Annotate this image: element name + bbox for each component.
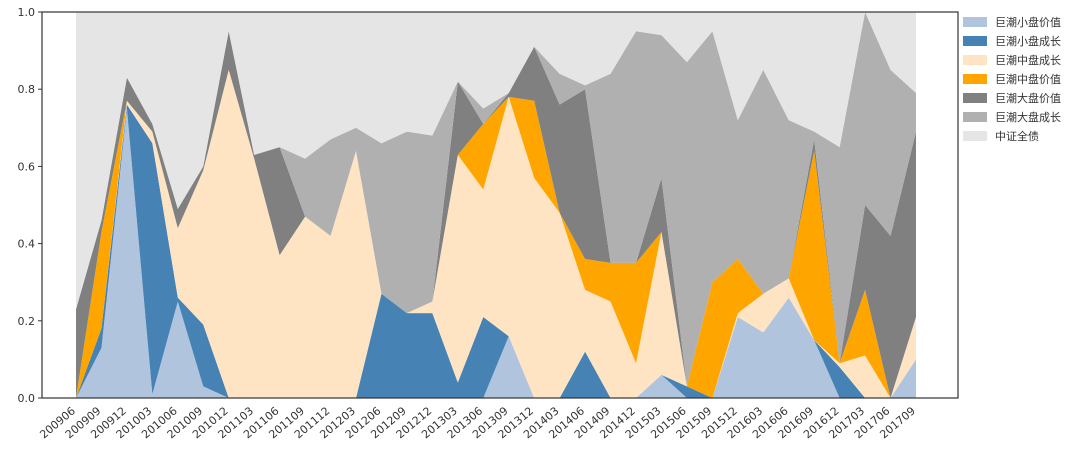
plot-frame bbox=[41, 11, 959, 399]
y-tick-label: 0.6 bbox=[18, 160, 36, 173]
area bbox=[76, 12, 916, 387]
legend-swatch bbox=[963, 55, 987, 65]
y-tick-label: 1.0 bbox=[18, 6, 36, 19]
legend-swatch bbox=[963, 131, 987, 141]
legend-label: 巨潮中盘价值 bbox=[995, 72, 1061, 86]
area bbox=[76, 69, 916, 399]
y-tick-label: 0.2 bbox=[18, 315, 36, 328]
y-tick-label: 0.4 bbox=[18, 238, 36, 251]
y-tick-label: 0.8 bbox=[18, 83, 36, 96]
legend-label: 中证全债 bbox=[995, 129, 1039, 143]
area bbox=[76, 108, 916, 398]
area bbox=[76, 69, 916, 399]
legend-label: 巨潮小盘成长 bbox=[995, 34, 1061, 48]
area bbox=[76, 104, 916, 398]
legend-label: 巨潮大盘成长 bbox=[995, 110, 1061, 124]
y-tick-label: 0.0 bbox=[18, 392, 36, 405]
area bbox=[76, 12, 916, 310]
legend-swatch bbox=[963, 17, 987, 27]
legend-swatch bbox=[963, 74, 987, 84]
legend-label: 巨潮中盘成长 bbox=[995, 53, 1061, 67]
legend-swatch bbox=[963, 36, 987, 46]
legend-swatch bbox=[963, 112, 987, 122]
legend-label: 巨潮大盘价值 bbox=[995, 91, 1061, 105]
legend-swatch bbox=[963, 93, 987, 103]
legend-label: 巨潮小盘价值 bbox=[995, 15, 1061, 29]
